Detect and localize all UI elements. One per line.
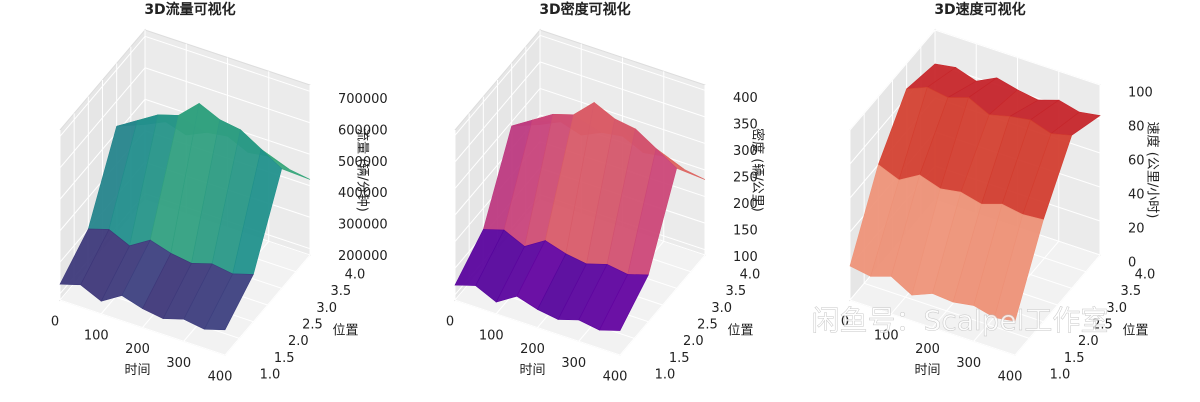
- chart-title: 3D流量可视化: [144, 1, 235, 18]
- grid-line: [59, 98, 146, 200]
- y-tick-label: 2.0: [683, 334, 704, 349]
- y-tick-label: 4.0: [1135, 268, 1156, 283]
- y-tick-label: 2.0: [1078, 334, 1099, 349]
- grid-line: [59, 67, 146, 169]
- y-tick-label: 3.0: [711, 301, 732, 316]
- y-tick-label: 1.5: [669, 351, 690, 366]
- x-tick-label: 400: [603, 370, 628, 385]
- z-tick-label: 600000: [338, 123, 388, 138]
- x-tick-label: 300: [956, 356, 981, 371]
- z-tick-label: 400: [733, 91, 758, 106]
- chart-title: 3D速度可视化: [934, 1, 1025, 18]
- grid-line: [864, 282, 1030, 339]
- z-tick-label: 20: [1128, 222, 1145, 237]
- y-tick-label: 1.0: [655, 368, 676, 383]
- z-tick-label: 200: [733, 197, 758, 212]
- x-axis-label: 时间: [519, 363, 545, 378]
- grid-line: [849, 299, 1016, 356]
- z-tick-label: 300: [733, 144, 758, 159]
- x-tick-label: 0: [446, 315, 454, 330]
- x-tick-label: 200: [520, 342, 545, 357]
- grid-line: [59, 35, 146, 137]
- watermark: 闲鱼号：Scalpel工作室: [812, 304, 1109, 337]
- z-tick-label: 60: [1128, 154, 1145, 169]
- y-tick-label: 2.5: [1092, 318, 1113, 333]
- z-tick-label: 80: [1128, 120, 1145, 135]
- x-tick-label: 300: [561, 356, 586, 371]
- z-tick-label: 250: [733, 171, 758, 186]
- y-tick-label: 3.0: [1106, 301, 1127, 316]
- z-tick-label: 400000: [338, 186, 388, 201]
- y-tick-label: 2.5: [302, 318, 323, 333]
- z-axis-label: 流量 (辆/分钟): [355, 128, 371, 212]
- z-tick-label: 200000: [338, 249, 388, 264]
- z-tick-label: 500000: [338, 155, 388, 170]
- z-tick-label: 40: [1128, 188, 1145, 203]
- z-tick-label: 0: [1128, 256, 1136, 271]
- y-tick-label: 3.5: [330, 284, 351, 299]
- x-tick-label: 200: [125, 342, 150, 357]
- grid-line: [454, 34, 541, 136]
- grid-line: [454, 299, 621, 356]
- grid-line: [934, 29, 1101, 86]
- surface-patch: [993, 214, 1044, 322]
- grid-line: [539, 61, 706, 118]
- y-axis-label: 位置: [727, 324, 753, 339]
- y-tick-label: 1.0: [260, 368, 281, 383]
- x-axis-label: 时间: [914, 363, 940, 378]
- y-tick-label: 4.0: [345, 268, 366, 283]
- y-axis-label: 位置: [1122, 324, 1148, 339]
- z-tick-label: 700000: [338, 92, 388, 107]
- panel: 3D流量可视化 0 100 200 300 400 1.0 1.5 2.02.5 3.0 3.54.…: [51, 1, 388, 385]
- z-axis-label: 密度 (辆/公里): [750, 128, 766, 212]
- surface-patch: [598, 274, 649, 331]
- z-axis-label: 速度 (公里/小时): [1145, 122, 1161, 219]
- x-tick-label: 0: [51, 315, 59, 330]
- y-tick-label: 2.0: [288, 334, 309, 349]
- grid-line: [539, 87, 706, 144]
- z-tick-label: 350: [733, 117, 758, 132]
- grid-line: [849, 29, 936, 131]
- grid-line: [454, 88, 541, 189]
- grid-line: [144, 67, 311, 124]
- y-tick-label: 3.5: [1120, 284, 1141, 299]
- x-tick-label: 200: [915, 342, 940, 357]
- z-tick-label: 100: [733, 250, 758, 265]
- y-tick-label: 2.5: [697, 318, 718, 333]
- y-tick-label: 3.0: [316, 301, 337, 316]
- grid-line: [144, 35, 311, 92]
- z-tick-label: 150: [733, 224, 758, 239]
- x-tick-label: 100: [479, 328, 504, 343]
- y-axis-label: 位置: [332, 324, 358, 339]
- chart-title: 3D密度可视化: [539, 1, 630, 18]
- grid-line: [454, 61, 541, 163]
- y-tick-label: 1.5: [1064, 351, 1085, 366]
- panel: 3D密度可视化 0 100 200 300 400 1.0 1.5 2.02.5 3.0 3.54.…: [446, 1, 766, 385]
- x-axis-label: 时间: [124, 363, 150, 378]
- grid-line: [59, 299, 226, 356]
- grid-line: [539, 34, 706, 91]
- x-tick-label: 100: [84, 328, 109, 343]
- x-tick-label: 0: [841, 315, 849, 330]
- y-tick-label: 1.5: [274, 351, 295, 366]
- z-tick-label: 300000: [338, 218, 388, 233]
- y-tick-label: 1.0: [1050, 368, 1071, 383]
- x-tick-label: 400: [998, 370, 1023, 385]
- surface-patch: [203, 273, 254, 331]
- x-tick-label: 300: [166, 356, 191, 371]
- x-tick-label: 400: [208, 370, 233, 385]
- y-tick-label: 3.5: [725, 284, 746, 299]
- x-tick-label: 100: [874, 328, 899, 343]
- y-tick-label: 4.0: [740, 268, 761, 283]
- z-tick-label: 100: [1128, 86, 1153, 101]
